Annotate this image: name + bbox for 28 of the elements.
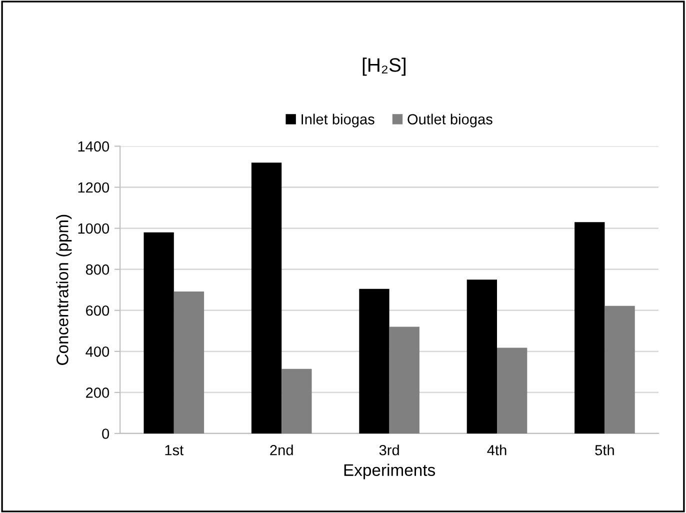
y-tick-label: 0 xyxy=(102,428,110,439)
y-axis-title: Concentration (ppm) xyxy=(56,214,72,365)
x-tick-label: 1st xyxy=(165,445,184,456)
x-tick-label: 3rd xyxy=(379,444,399,456)
x-tick-label: 5th xyxy=(595,444,614,456)
y-tick-label: 600 xyxy=(86,305,110,316)
x-tick-label: 2nd xyxy=(270,444,293,456)
chart-title: [H₂S] xyxy=(362,58,406,76)
bar xyxy=(497,348,528,434)
y-tick-label: 800 xyxy=(86,264,110,275)
bar xyxy=(389,326,420,434)
bar xyxy=(604,306,635,434)
y-tick-label: 400 xyxy=(86,346,110,357)
x-axis-title: Experiments xyxy=(344,464,436,480)
bar xyxy=(359,288,390,434)
bar xyxy=(282,368,312,434)
bar xyxy=(174,291,204,434)
bar xyxy=(251,162,282,434)
y-tick-label: 1200 xyxy=(78,182,110,193)
legend-label: Inlet biogas xyxy=(302,114,374,128)
y-tick-label: 200 xyxy=(86,388,110,398)
y-tick-label: 1000 xyxy=(78,223,110,234)
y-tick-label: 1400 xyxy=(78,141,110,152)
bar xyxy=(144,232,174,434)
bar xyxy=(574,222,605,434)
legend-label: Outlet biogas xyxy=(408,114,492,128)
bar xyxy=(466,280,498,434)
x-tick-label: 4th xyxy=(487,444,506,456)
